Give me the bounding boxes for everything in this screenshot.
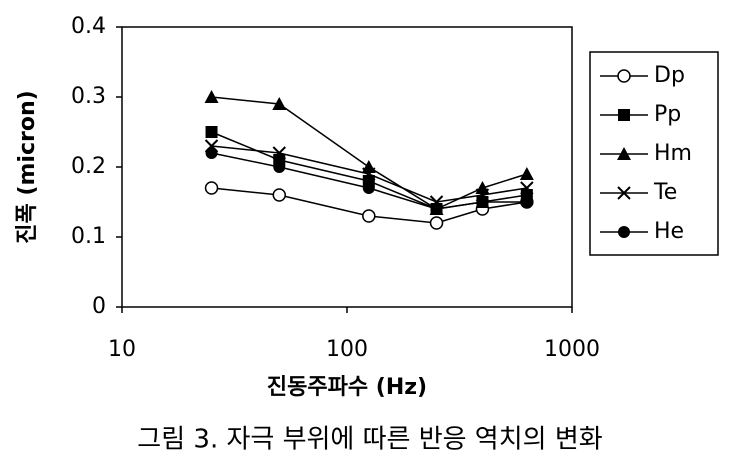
marker	[361, 160, 376, 173]
x-tick-label: 100	[326, 337, 368, 362]
marker	[204, 181, 219, 195]
legend-label: He	[654, 219, 684, 244]
caption: 그림 3. 자극 부위에 따른 반응 역치의 변화	[137, 425, 602, 455]
marker	[205, 126, 218, 138]
y-tick-label: 0.3	[71, 84, 106, 109]
legend-marker	[618, 109, 630, 121]
marker	[476, 196, 489, 208]
marker	[204, 90, 219, 103]
x-axis-label: 진동주파수 (Hz)	[267, 375, 427, 400]
marker	[520, 196, 533, 208]
marker	[205, 147, 218, 159]
marker	[519, 167, 534, 180]
legend-label: Dp	[654, 63, 685, 88]
y-tick-label: 0.1	[71, 224, 106, 249]
legend-label: Pp	[654, 102, 681, 127]
x-tick-label: 1000	[544, 337, 600, 362]
y-axis-label: 진폭 (micron)	[15, 90, 40, 243]
series-line	[211, 152, 527, 210]
marker	[273, 161, 286, 173]
legend-label: Hm	[654, 141, 692, 166]
legend-label: Te	[653, 180, 677, 205]
marker	[430, 203, 443, 215]
legend-marker	[617, 147, 631, 160]
marker	[429, 216, 444, 230]
marker	[272, 97, 287, 110]
marker	[362, 209, 376, 223]
series-line	[211, 187, 527, 224]
legend-marker	[617, 69, 631, 83]
series-line	[211, 145, 527, 203]
legend-marker	[618, 226, 630, 238]
marker	[362, 182, 375, 194]
y-tick-label: 0	[92, 294, 106, 319]
marker	[272, 188, 287, 202]
x-tick-label: 10	[108, 337, 136, 362]
marker	[520, 181, 534, 195]
marker	[362, 167, 376, 181]
y-tick-label: 0.4	[71, 14, 106, 39]
legend-marker	[617, 186, 631, 200]
marker	[272, 146, 286, 160]
marker	[475, 181, 490, 194]
plot-frame	[121, 26, 573, 308]
y-tick-label: 0.2	[71, 154, 106, 179]
series-line	[211, 131, 527, 210]
